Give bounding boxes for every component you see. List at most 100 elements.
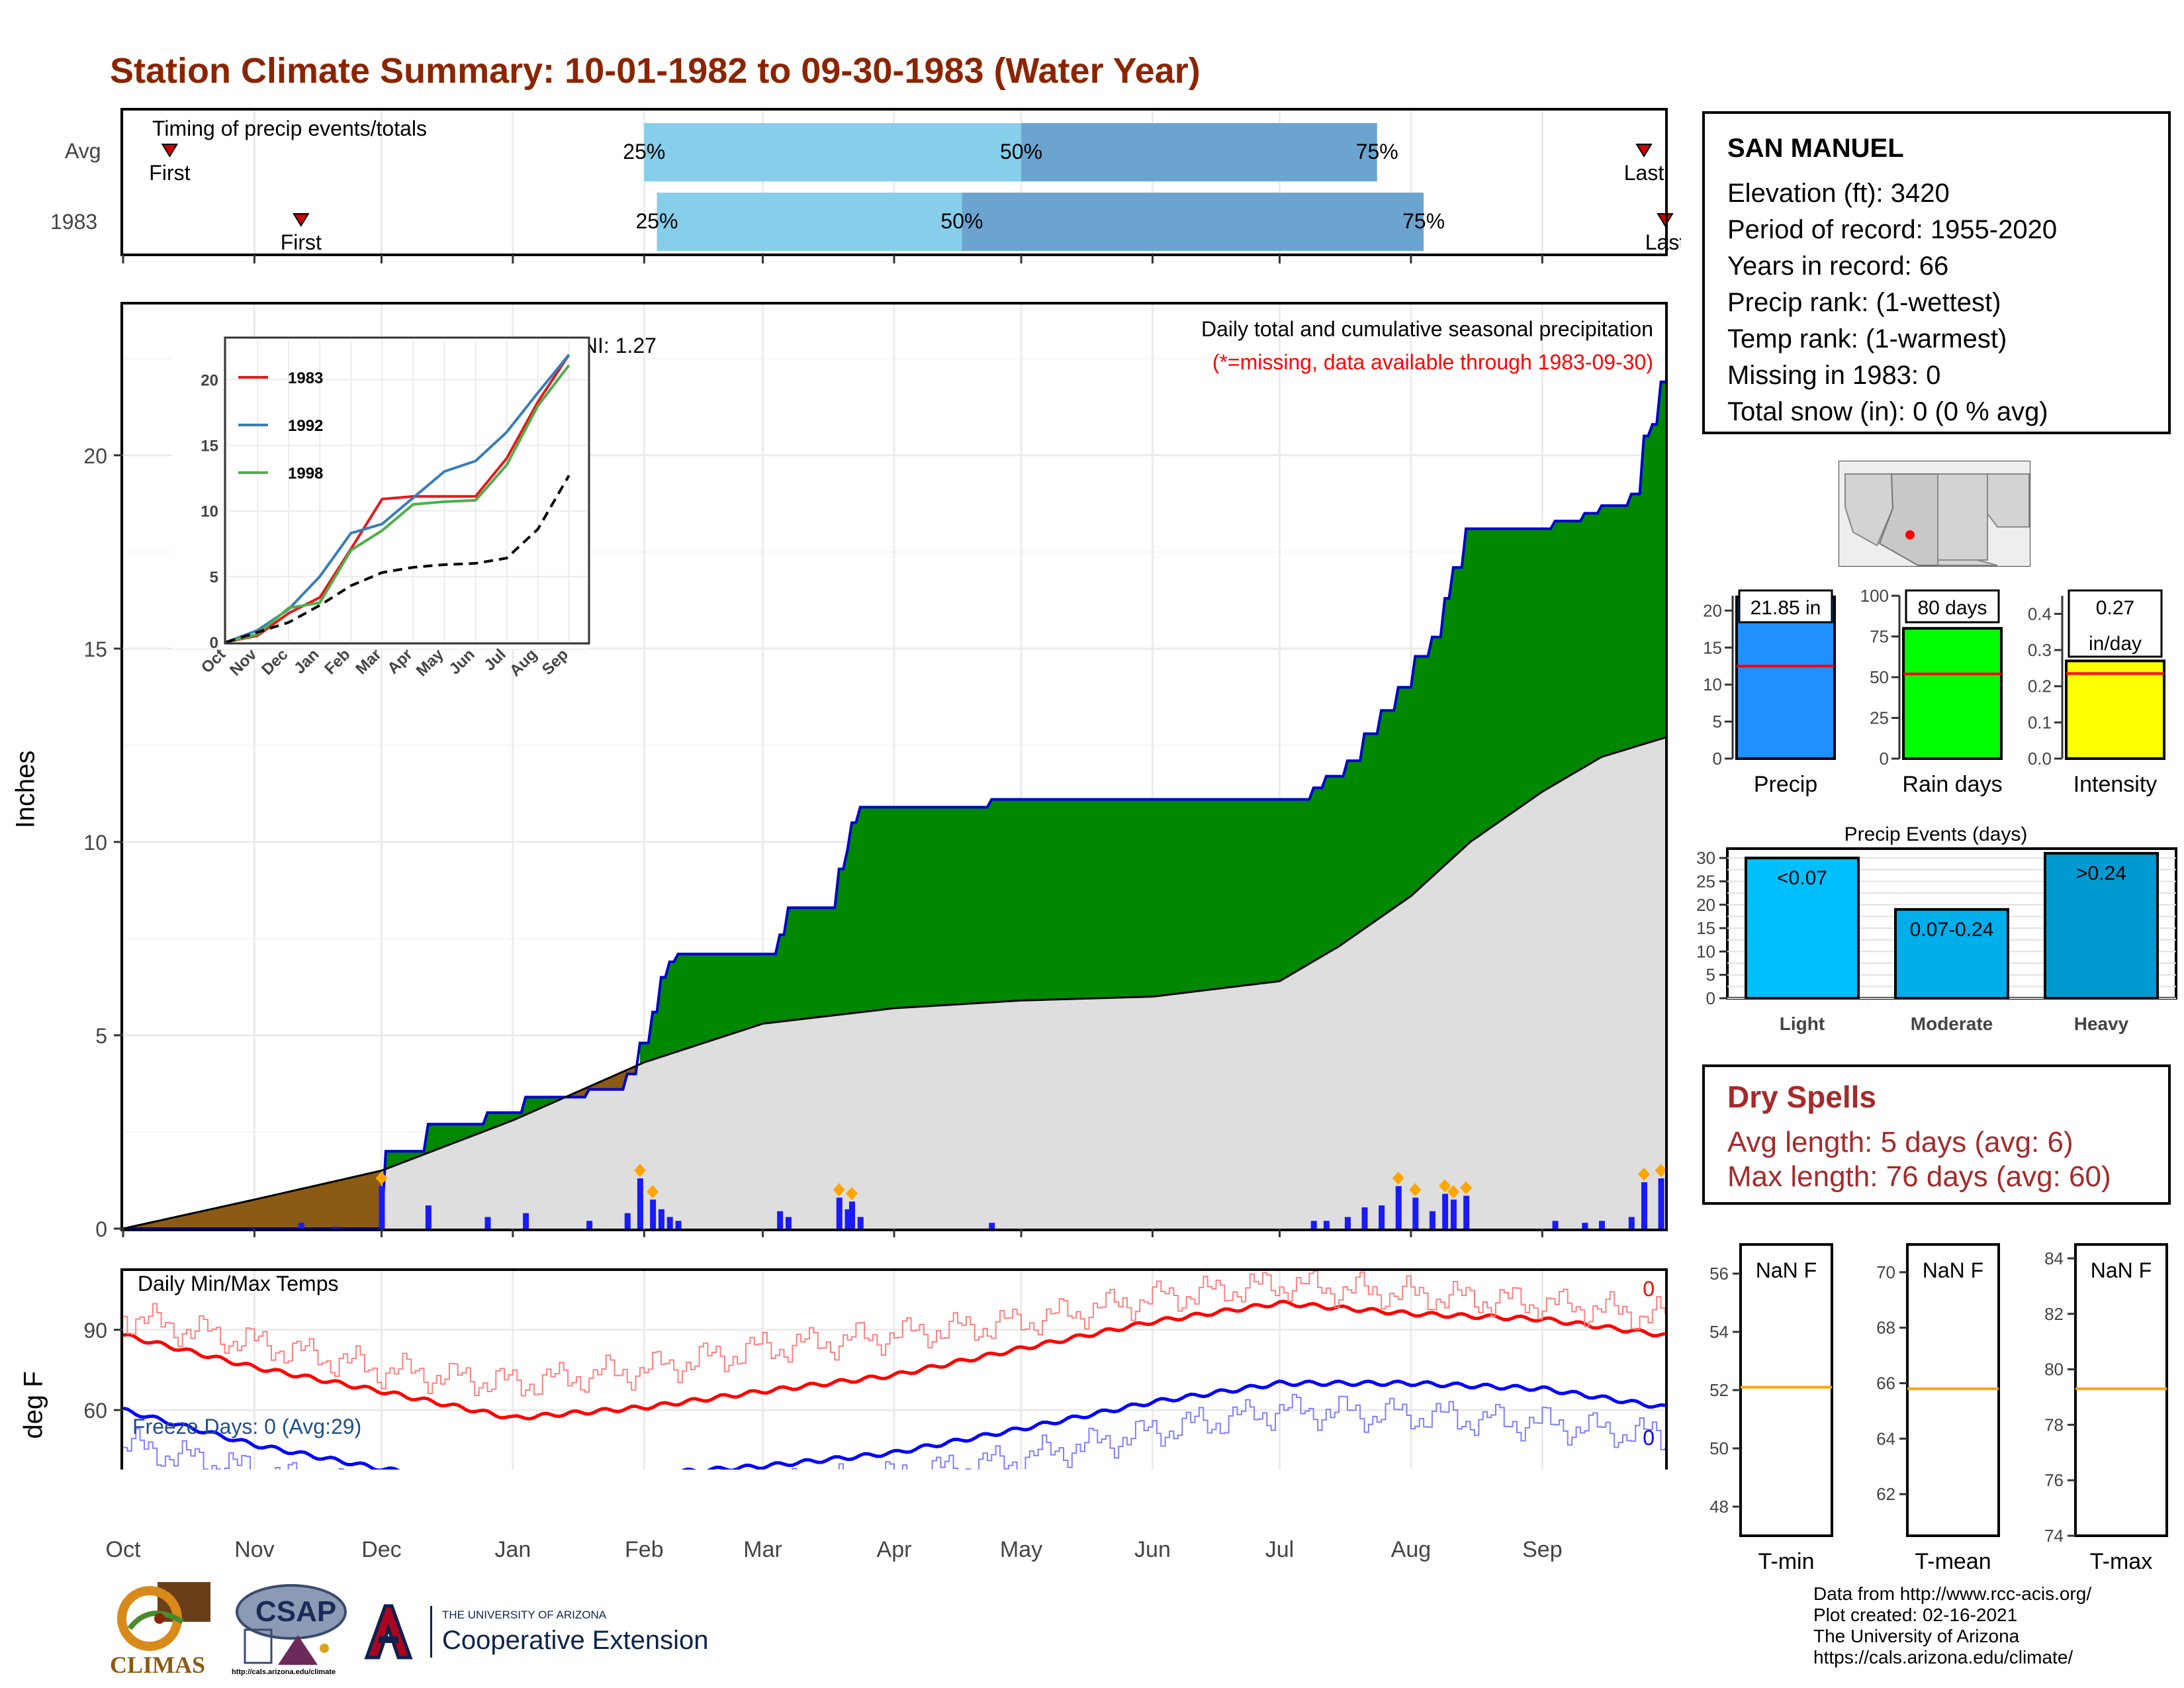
month-tick-label: Jul xyxy=(1265,1537,1294,1562)
daily-precip-bar xyxy=(332,1227,339,1229)
daily-precip-bar xyxy=(425,1205,432,1229)
dry-spells-box: Dry Spells Avg length: 5 days (avg: 6) M… xyxy=(1702,1064,2171,1205)
temp-summary-box xyxy=(1739,1243,1833,1537)
timing-first-label: First xyxy=(281,230,322,254)
ua-big-text: Cooperative Extension xyxy=(442,1626,709,1655)
precip-event-marker xyxy=(1447,1185,1459,1199)
dry-spells-avg: Avg length: 5 days (avg: 6) xyxy=(1727,1126,2073,1158)
daily-precip-bar xyxy=(658,1209,664,1229)
daily-precip-bar xyxy=(1628,1217,1635,1229)
daily-precip-bar xyxy=(1323,1221,1330,1229)
precip-panel-subtitle: (*=missing, data available through 1983-… xyxy=(1212,350,1653,374)
ua-small-text: THE UNIVERSITY OF ARIZONA xyxy=(442,1609,607,1621)
temp-summary-value: NaN F xyxy=(1923,1258,1983,1282)
totals-ytick-label: 50 xyxy=(1870,667,1889,687)
totals-ytick-label: 0.0 xyxy=(2028,749,2052,769)
csap-label: CSAP xyxy=(255,1595,337,1628)
temp-y-label: deg F xyxy=(19,1371,48,1439)
timing-p50-label: 50% xyxy=(1000,140,1042,164)
precip-event-marker xyxy=(1637,1167,1650,1181)
daily-precip-bar xyxy=(1463,1196,1470,1229)
daily-precip-bar xyxy=(624,1213,631,1229)
temp-summary-box xyxy=(1906,1243,2000,1537)
station-info-line: Missing in 1983: 0 xyxy=(1727,361,1941,390)
daily-precip-bar xyxy=(844,1209,851,1229)
dry-spells-max: Max length: 76 days (avg: 60) xyxy=(1727,1160,2111,1193)
temp-summary-ytick-label: 80 xyxy=(2044,1360,2064,1380)
inset-xtick-label: Jul xyxy=(480,645,510,675)
temp-summary-charts: 48 50 52 54 56 NaN F T-min 62 64 66 68 70 NaN F T-mea… xyxy=(1709,1243,2168,1574)
timing-p50-label: 50% xyxy=(940,209,983,233)
month-tick-label: Aug xyxy=(1391,1537,1432,1562)
inset-legend-label: 1992 xyxy=(288,417,323,435)
temp-summary-value: NaN F xyxy=(1756,1258,1817,1282)
precip-ytick-label: 5 xyxy=(95,1024,107,1048)
events-bar xyxy=(1894,908,2009,1000)
totals-ytick-label: 10 xyxy=(1703,675,1722,694)
month-tick-label: Feb xyxy=(625,1537,664,1562)
month-tick-label: Jan xyxy=(494,1537,531,1562)
temp-chart: 306090 Daily Min/Max Temps Freeze Days: … xyxy=(83,1268,1668,1470)
inset-xtick-label: Nov xyxy=(226,645,261,680)
totals-value-box xyxy=(1905,589,2000,624)
daily-precip-bar xyxy=(1344,1217,1351,1229)
totals-value-label: 21.85 in xyxy=(1751,597,1821,619)
daily-precip-bar xyxy=(675,1221,682,1229)
timing-last-label: Last xyxy=(1645,230,1681,254)
daily-precip-bar xyxy=(637,1178,643,1229)
timing-p75-label: 75% xyxy=(1402,209,1445,233)
avg-cumulative-line xyxy=(122,736,1666,1230)
temp-summary-ytick-label: 54 xyxy=(1709,1322,1729,1342)
page-title: Station Climate Summary: 10-01-1982 to 0… xyxy=(110,51,1201,91)
inset-xtick-label: Dec xyxy=(258,645,291,679)
precip-ytick-label: 0 xyxy=(95,1217,107,1241)
inset-xtick-label: Apr xyxy=(384,645,416,677)
totals-ytick-label: 0 xyxy=(1880,749,1889,769)
timing-p25-label: 25% xyxy=(623,140,665,164)
totals-value-label: in/day xyxy=(2089,633,2142,655)
timing-bar-early xyxy=(657,193,962,251)
temp-summary-ytick-label: 64 xyxy=(1876,1429,1895,1448)
timing-title: Timing of precip events/totals xyxy=(152,117,427,140)
temp-summary-ytick-label: 74 xyxy=(2044,1526,2064,1546)
station-info-box: SAN MANUEL Elevation (ft): 3420 Period o… xyxy=(1702,111,2171,434)
precip-ytick-label: 10 xyxy=(83,831,107,855)
daily-precip-bar xyxy=(1379,1205,1385,1229)
events-bar-label: <0.07 xyxy=(1777,867,1827,889)
inset-ytick-label: 10 xyxy=(201,503,218,521)
temp-panel-title: Daily Min/Max Temps xyxy=(138,1272,338,1295)
temp-series-line xyxy=(122,1379,1666,1470)
csap-logo: CSAP http://cals.arizona.edu/climate xyxy=(232,1582,351,1681)
temp-summary-label: T-mean xyxy=(1915,1549,1991,1574)
precip-chart: 0 5 10 15 20 Daily total and cumulative seas… xyxy=(83,302,1668,1241)
totals-ytick-label: 75 xyxy=(1870,627,1889,647)
temp-summary-ytick-label: 50 xyxy=(1709,1438,1729,1458)
inset-xtick-label: Feb xyxy=(321,645,353,678)
daily-precip-bar xyxy=(650,1199,657,1229)
totals-category-label: Rain days xyxy=(1902,772,2002,797)
temp-summary-ytick-label: 70 xyxy=(1876,1262,1895,1282)
inset-legend-label: 1998 xyxy=(288,465,323,483)
totals-ytick-label: 25 xyxy=(1870,708,1889,728)
totals-ytick-label: 0 xyxy=(1713,749,1722,769)
precip-event-marker xyxy=(1655,1164,1667,1178)
totals-ytick-label: 0.3 xyxy=(2028,640,2052,660)
totals-ytick-label: 0.4 xyxy=(2028,604,2052,624)
precip-ytick-label: 20 xyxy=(83,444,107,468)
temp-summary-box xyxy=(2074,1243,2168,1537)
month-tick-label: Jun xyxy=(1134,1537,1171,1562)
month-tick-label: Dec xyxy=(361,1537,401,1562)
inset-ytick-label: 5 xyxy=(210,569,218,586)
daily-precip-bar xyxy=(1552,1221,1559,1229)
temp-summary-ytick-label: 84 xyxy=(2044,1248,2064,1268)
daily-precip-bar xyxy=(785,1217,792,1229)
avg-cumulative-area xyxy=(123,737,1665,1229)
timing-row-label-1983: 1983 xyxy=(50,210,98,234)
timing-bar-early xyxy=(644,123,1022,181)
precip-event-marker xyxy=(375,1171,388,1185)
totals-ytick-label: 20 xyxy=(1703,600,1722,620)
daily-precip-bar xyxy=(586,1221,593,1229)
station-info-line: Period of record: 1955-2020 xyxy=(1727,215,2058,244)
totals-ytick-label: 100 xyxy=(1860,586,1889,606)
events-bar xyxy=(2044,852,2159,1000)
